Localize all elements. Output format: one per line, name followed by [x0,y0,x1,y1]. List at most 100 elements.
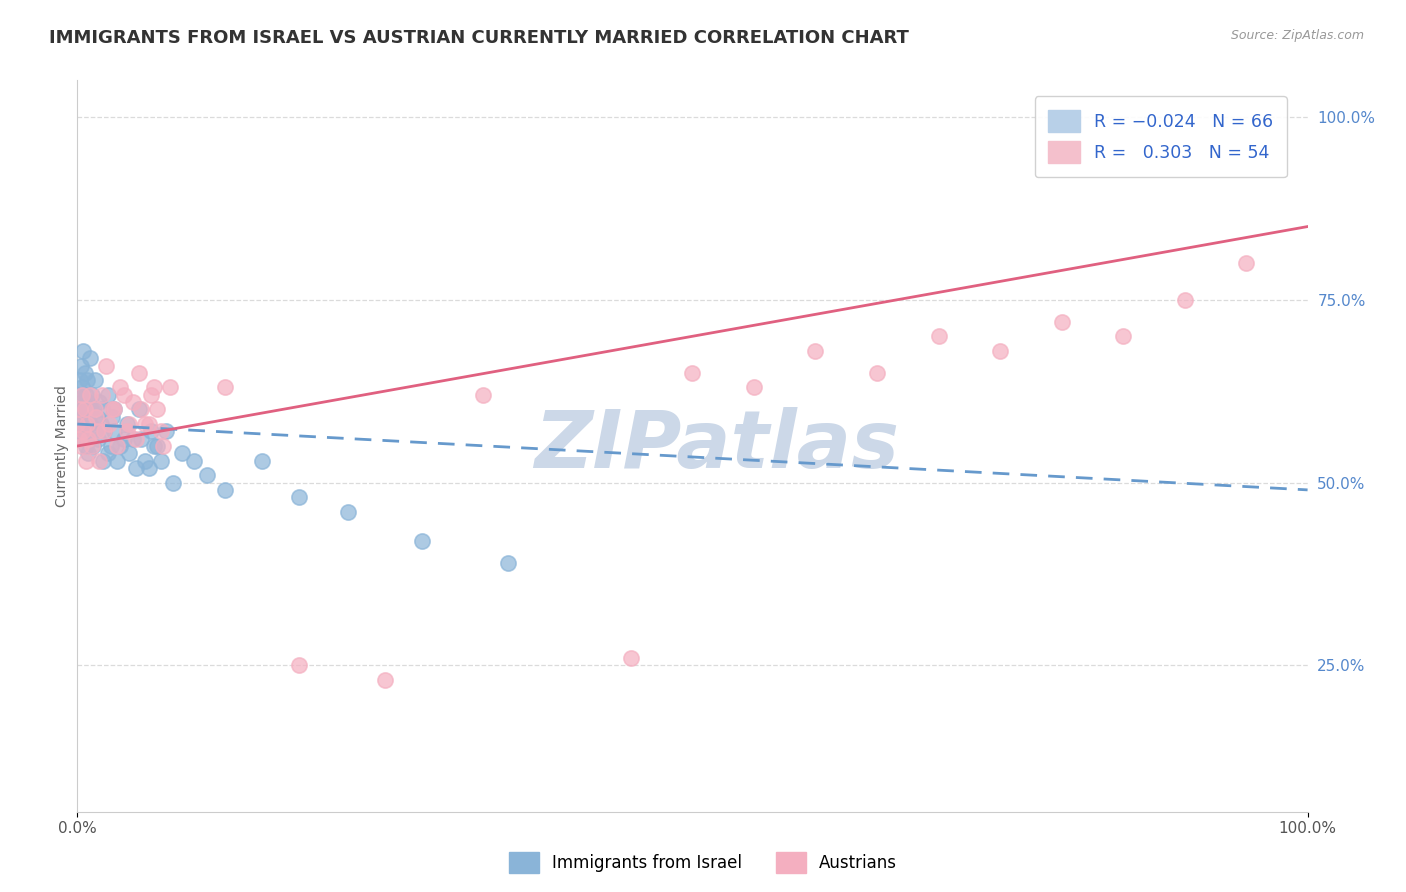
Point [742,380,765,394]
Y-axis label: Currently Married: Currently Married [55,385,69,507]
Point [89,453,111,467]
Point [101,402,124,417]
Point [288,490,311,504]
Point [90,417,112,431]
Point [110,439,132,453]
Point [214,483,236,497]
Legend: Immigrants from Israel, Austrians: Immigrants from Israel, Austrians [502,846,904,880]
Point [70,388,93,402]
Point [138,417,160,431]
Point [411,534,433,549]
Point [928,329,950,343]
Point [125,461,148,475]
Point [804,343,827,358]
Point [195,468,218,483]
Point [93,425,115,439]
Point [101,409,124,424]
Point [70,380,93,394]
Point [374,673,396,687]
Point [69,402,91,417]
Point [138,461,160,475]
Point [69,417,91,431]
Point [183,453,205,467]
Point [141,388,163,402]
Point [77,432,100,446]
Point [103,402,125,417]
Point [141,425,163,439]
Point [112,432,135,446]
Text: ZIPatlas: ZIPatlas [534,407,900,485]
Point [121,395,143,409]
Point [115,417,138,431]
Point [89,395,111,409]
Point [70,395,93,409]
Point [105,453,128,467]
Point [1050,315,1073,329]
Point [90,388,114,402]
Point [118,417,141,431]
Point [146,439,169,453]
Point [70,359,93,373]
Point [155,425,177,439]
Point [82,439,104,453]
Point [142,439,165,453]
Point [1174,293,1197,307]
Point [83,402,105,417]
Point [288,658,311,673]
Point [129,402,153,417]
Point [100,439,122,453]
Text: Source: ZipAtlas.com: Source: ZipAtlas.com [1230,29,1364,42]
Point [79,351,101,366]
Point [69,373,91,387]
Point [214,380,236,394]
Point [66,402,89,417]
Point [73,425,96,439]
Point [79,417,101,431]
Point [67,409,90,424]
Point [125,432,148,446]
Point [115,425,138,439]
Point [70,439,93,453]
Point [82,439,104,453]
Point [66,425,89,439]
Point [142,380,165,394]
Point [250,453,273,467]
Point [97,388,120,402]
Point [79,388,101,402]
Point [73,366,96,380]
Point [134,453,156,467]
Point [86,409,108,424]
Point [84,409,107,424]
Point [75,439,97,453]
Point [84,425,107,439]
Point [86,425,108,439]
Point [82,388,104,402]
Point [70,432,93,446]
Point [159,380,181,394]
Point [112,388,135,402]
Point [91,453,114,467]
Point [76,417,98,431]
Point [77,446,100,460]
Text: IMMIGRANTS FROM ISRAEL VS AUSTRIAN CURRENTLY MARRIED CORRELATION CHART: IMMIGRANTS FROM ISRAEL VS AUSTRIAN CURRE… [49,29,910,46]
Point [75,388,97,402]
Point [97,446,120,460]
Point [110,380,132,394]
Point [988,343,1011,358]
Point [94,359,117,373]
Point [105,439,128,453]
Point [134,417,156,431]
Point [83,373,105,387]
Point [496,556,519,570]
Point [103,402,125,417]
Point [152,439,174,453]
Point [128,402,150,417]
Point [1112,329,1135,343]
Point [67,388,90,402]
Point [162,475,184,490]
Legend: R = −0.024   N = 66, R =   0.303   N = 54: R = −0.024 N = 66, R = 0.303 N = 54 [1035,96,1286,178]
Point [77,395,100,409]
Point [118,446,141,460]
Point [66,417,89,431]
Point [103,425,125,439]
